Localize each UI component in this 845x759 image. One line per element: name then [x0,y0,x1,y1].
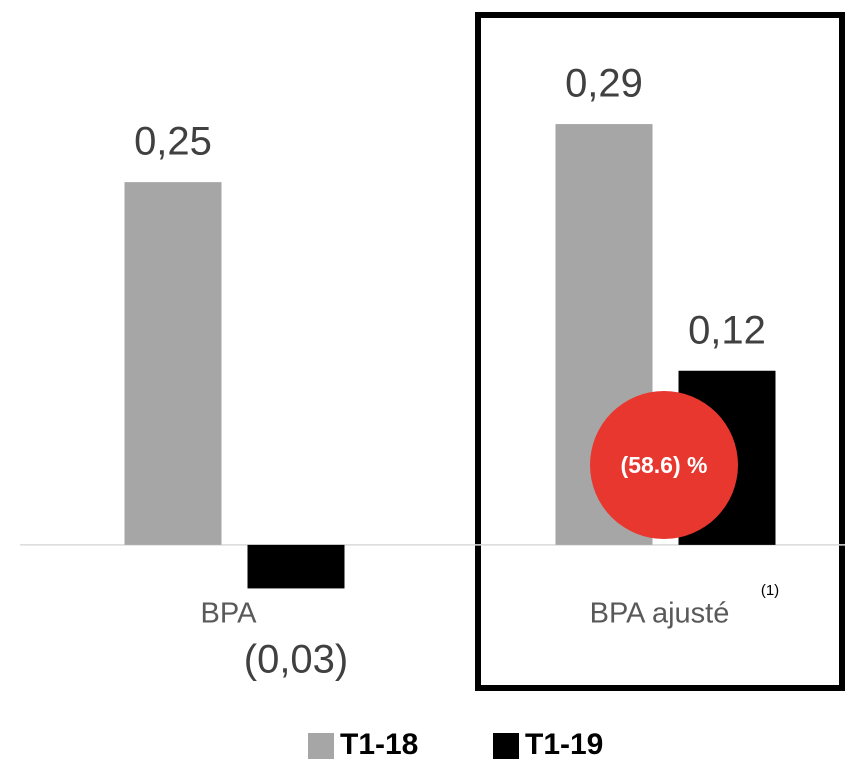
legend-swatch [493,733,519,759]
value-label: (0,03) [244,638,349,682]
legend-label: T1-19 [525,728,603,759]
legend-swatch [308,733,334,759]
value-label: 0,29 [565,62,643,106]
legend-label: T1-18 [340,728,418,759]
bar [124,182,222,545]
x-tick-label: BPA [201,598,258,630]
change-badge [590,391,738,539]
value-label: 0,25 [134,120,212,164]
footnote-marker: (1) [761,582,779,599]
highlight-box [475,12,845,691]
bar [247,544,345,589]
x-tick-label: BPA ajusté [590,598,730,630]
value-label: 0,12 [688,308,766,352]
change-label: (58.6) % [621,452,708,478]
